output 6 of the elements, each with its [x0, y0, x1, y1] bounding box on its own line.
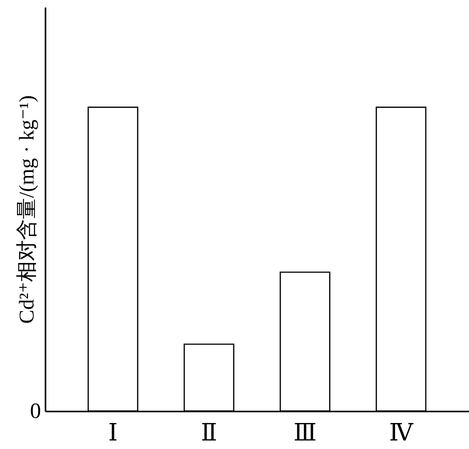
- x-tick-label: Ⅲ: [293, 420, 317, 446]
- x-tick-label: Ⅳ: [389, 420, 414, 446]
- y-axis-title: Cd²⁺相对含量/(mg · kg⁻¹): [14, 95, 38, 324]
- text: 0: [30, 398, 41, 423]
- x-tick-label: Ⅰ: [108, 420, 118, 446]
- x-tick-label: Ⅱ: [200, 420, 218, 446]
